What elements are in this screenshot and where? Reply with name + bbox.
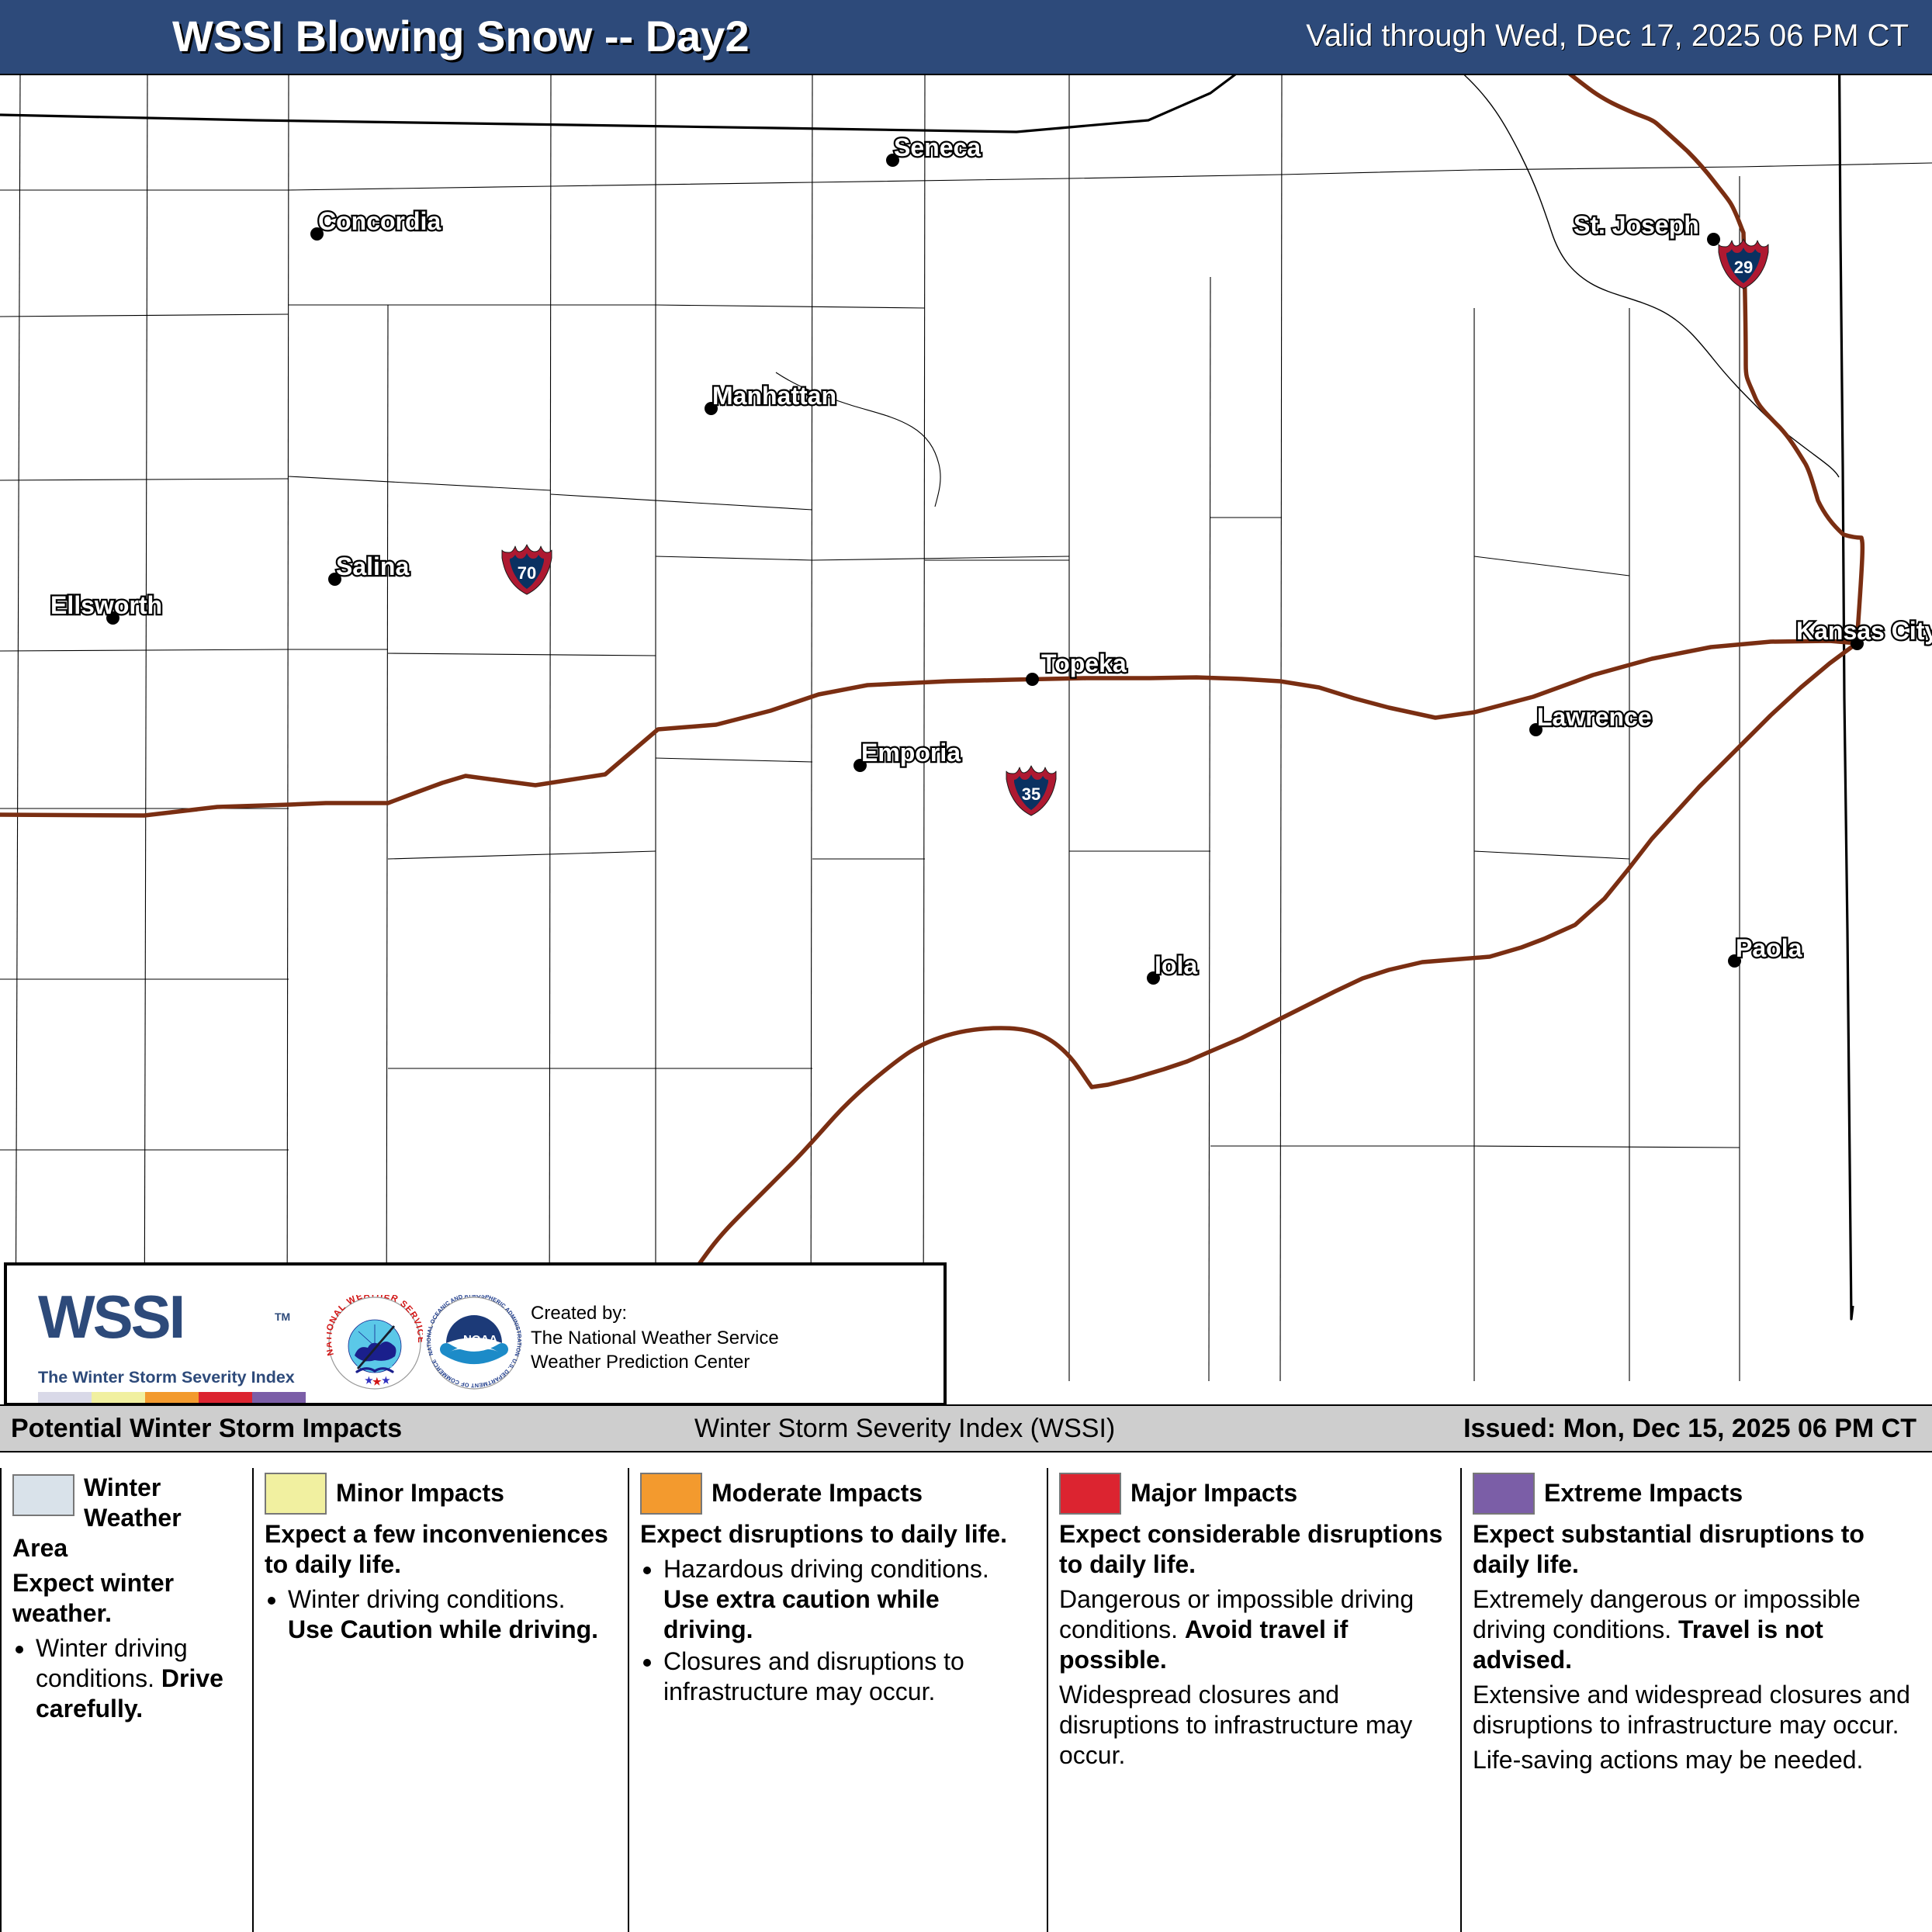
svg-text:★: ★ [372, 1376, 382, 1387]
svg-text:WSSI: WSSI [38, 1285, 183, 1351]
svg-text:★: ★ [382, 1375, 390, 1386]
svg-text:29: 29 [1734, 258, 1753, 277]
svg-text:70: 70 [518, 563, 536, 583]
svg-text:35: 35 [1022, 784, 1040, 804]
svg-text:TM: TM [275, 1311, 290, 1323]
